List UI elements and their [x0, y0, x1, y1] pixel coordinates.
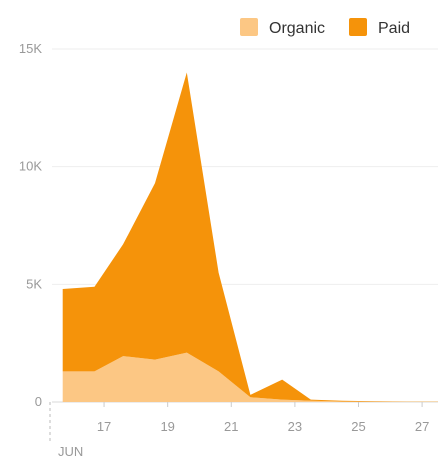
y-tick-label: 15K [19, 41, 42, 56]
x-tick-label: 23 [288, 419, 302, 434]
legend-item-organic[interactable]: Organic [240, 18, 325, 37]
y-tick-label: 5K [26, 276, 42, 291]
legend-swatch [349, 18, 367, 36]
y-axis: 0 5K 10K 15K [19, 41, 42, 409]
x-tick-label: 19 [160, 419, 174, 434]
x-tick-label: 17 [97, 419, 111, 434]
legend-swatch [240, 18, 258, 36]
legend-item-paid[interactable]: Paid [349, 18, 410, 37]
area-series [62, 72, 438, 402]
y-tick-label: 10K [19, 159, 42, 174]
y-tick-label: 0 [35, 394, 42, 409]
x-tick-label: 25 [351, 419, 365, 434]
x-tick-label: 27 [415, 419, 429, 434]
x-axis: 17 19 21 23 25 27 JUN [49, 402, 429, 459]
legend[interactable]: Organic Paid [240, 18, 410, 37]
area-paid [62, 72, 438, 402]
legend-label: Paid [378, 20, 410, 37]
area-organic [62, 352, 438, 402]
x-tick-label: 21 [224, 419, 238, 434]
x-month-label: JUN [58, 444, 83, 459]
legend-label: Organic [269, 20, 325, 37]
